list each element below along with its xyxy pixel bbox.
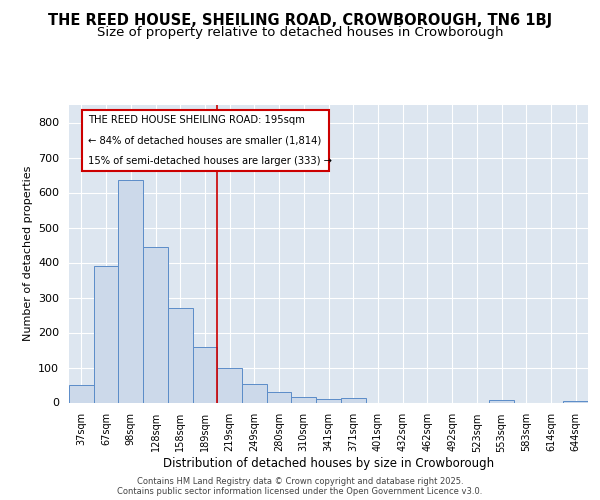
Text: ← 84% of detached houses are smaller (1,814): ← 84% of detached houses are smaller (1,… — [88, 136, 322, 145]
Bar — [118, 180, 143, 402]
Text: THE REED HOUSE SHEILING ROAD: 195sqm: THE REED HOUSE SHEILING ROAD: 195sqm — [88, 116, 305, 126]
Bar — [217, 368, 242, 402]
Bar — [69, 385, 94, 402]
Text: Contains public sector information licensed under the Open Government Licence v3: Contains public sector information licen… — [118, 487, 482, 496]
Bar — [82, 110, 329, 171]
Bar — [489, 400, 514, 402]
Bar — [168, 308, 193, 402]
Bar — [242, 384, 267, 402]
Bar — [267, 392, 292, 402]
Bar — [292, 397, 316, 402]
Bar — [94, 266, 118, 402]
Text: Contains HM Land Registry data © Crown copyright and database right 2025.: Contains HM Land Registry data © Crown c… — [137, 477, 463, 486]
Text: 15% of semi-detached houses are larger (333) →: 15% of semi-detached houses are larger (… — [88, 156, 332, 166]
Bar — [143, 246, 168, 402]
Bar — [341, 398, 365, 402]
X-axis label: Distribution of detached houses by size in Crowborough: Distribution of detached houses by size … — [163, 457, 494, 470]
Text: THE REED HOUSE, SHEILING ROAD, CROWBOROUGH, TN6 1BJ: THE REED HOUSE, SHEILING ROAD, CROWBOROU… — [48, 12, 552, 28]
Bar — [193, 346, 217, 403]
Text: Size of property relative to detached houses in Crowborough: Size of property relative to detached ho… — [97, 26, 503, 39]
Bar — [316, 399, 341, 402]
Y-axis label: Number of detached properties: Number of detached properties — [23, 166, 32, 342]
Bar — [563, 401, 588, 402]
